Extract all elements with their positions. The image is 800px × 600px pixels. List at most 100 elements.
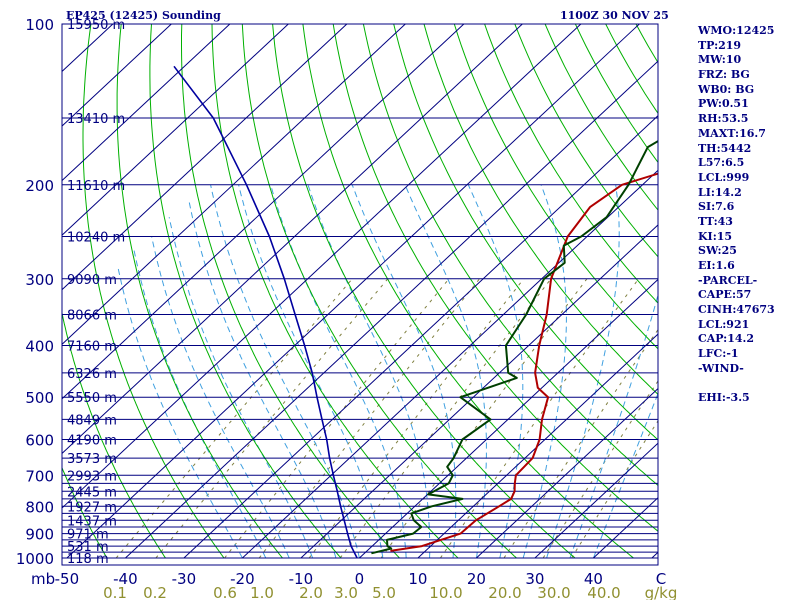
- moist-adiabat-line: [569, 293, 658, 559]
- moist-adiabat-line: [351, 184, 457, 559]
- plot-frame: [61, 23, 659, 566]
- index-line: CAPE:57: [698, 288, 752, 302]
- pressure-unit-label: mb: [31, 570, 55, 588]
- index-line: SW:25: [698, 244, 737, 258]
- dry-adiabat-line: [423, 24, 658, 396]
- mixing-ratio-line: [308, 278, 525, 559]
- isotherms: [62, 24, 658, 559]
- isotherm-line: [62, 24, 172, 127]
- mixing-ratio-label: g/kg: [645, 584, 678, 600]
- index-line: MW:10: [698, 53, 742, 67]
- height-labels: 15950 m 13410 m 11610 m 10240 m 9090 m 8066 m…: [67, 18, 125, 567]
- temperature-tick-label: -40: [113, 570, 138, 588]
- height-label: 531 m: [67, 540, 109, 555]
- mixing-ratio-label: 1.0: [250, 584, 274, 600]
- height-label: 4190 m: [67, 434, 117, 449]
- isotherm-line: [62, 24, 582, 509]
- height-label: 13410 m: [67, 112, 125, 127]
- pressure-tick-label: 600: [25, 432, 54, 450]
- height-label: 3573 m: [67, 452, 117, 467]
- parcel-profile: [173, 65, 358, 559]
- mixing-ratio-line: [115, 278, 353, 559]
- moist-adiabat-line: [270, 184, 407, 559]
- mixing-ratio-label: 2.0: [299, 584, 323, 600]
- isotherm-line: [66, 24, 640, 559]
- mixing-ratio-label: 0.1: [103, 584, 127, 600]
- pressure-tick-label: 1000: [16, 550, 54, 568]
- temperature-tick-label: -30: [172, 570, 197, 588]
- temperature-tick-label: 20: [467, 570, 486, 588]
- height-label: 1927 m: [67, 500, 117, 515]
- height-label: 10240 m: [67, 230, 125, 245]
- isotherm-line: [62, 24, 465, 400]
- mixing-ratio-label: 40.0: [587, 584, 620, 600]
- pressure-tick-label: 100: [25, 16, 54, 34]
- dry-adiabats: [62, 24, 658, 559]
- isotherm-line: [242, 169, 658, 559]
- mixing-ratio-label: 0.6: [213, 584, 237, 600]
- dry-adiabat-line: [181, 24, 400, 559]
- dry-adiabat-line: [453, 24, 658, 350]
- height-label: 6326 m: [67, 367, 117, 382]
- mixing-ratio-label: 3.0: [334, 584, 358, 600]
- index-line: LCL:999: [698, 170, 750, 184]
- pressure-tick-label: 300: [25, 271, 54, 289]
- isobars: [62, 24, 658, 559]
- height-label: 8066 m: [67, 309, 117, 324]
- moist-adiabat-line: [210, 184, 360, 559]
- height-label: 9090 m: [67, 273, 117, 288]
- moist-adiabat-line: [117, 266, 243, 559]
- pressure-tick-label: 200: [25, 177, 54, 195]
- dewpoint-profile: [371, 139, 658, 555]
- mixing-ratio-label: 20.0: [488, 584, 521, 600]
- index-line: WMO:12425: [698, 24, 775, 37]
- mixing-ratio-label: 30.0: [537, 584, 570, 600]
- isotherm-line: [359, 278, 658, 559]
- dry-adiabat-line: [484, 24, 658, 304]
- isotherm-line: [476, 387, 658, 559]
- pressure-tick-label: 700: [25, 467, 54, 485]
- mixing-ratio-line: [224, 278, 450, 559]
- temperature-tick-label: -20: [230, 570, 255, 588]
- index-line: WB0: BG: [698, 82, 755, 96]
- mixing-ratio-line: [571, 420, 658, 559]
- dry-adiabat-line: [332, 24, 658, 532]
- dry-adiabat-line: [514, 24, 658, 258]
- index-line: PW:0.51: [698, 97, 749, 111]
- dry-adiabat-line: [393, 24, 658, 441]
- isotherm-line: [183, 115, 658, 559]
- isotherm-line: [534, 442, 658, 559]
- temperature-tick-label: 40: [584, 570, 603, 588]
- index-line: KI:15: [698, 229, 733, 243]
- isotherm-line: [62, 24, 289, 236]
- height-label: 1437 m: [67, 514, 117, 529]
- index-line: FRZ: BG: [698, 68, 750, 82]
- isotherm-line: [62, 24, 523, 455]
- temperature-axis-labels: mb -50 -40 -30 -20 -10 0 10 20 30 40 C: [31, 570, 666, 588]
- temperature-tick-label: 0: [355, 570, 365, 588]
- height-label: 118 m: [67, 552, 109, 567]
- isotherm-line: [125, 60, 658, 559]
- pressure-tick-label: 900: [25, 526, 54, 544]
- sounding-series: [173, 65, 658, 559]
- dry-adiabat-line: [149, 24, 342, 559]
- moist-adiabat-line: [307, 184, 431, 558]
- mixing-ratio-line: [503, 328, 658, 559]
- height-label: 15950 m: [67, 18, 125, 33]
- index-line: RH:53.5: [698, 112, 749, 126]
- pressure-tick-label: 500: [25, 389, 54, 407]
- index-line: LCL:921: [698, 317, 750, 331]
- pressure-tick-label: 800: [25, 498, 54, 516]
- plot-area: [62, 24, 658, 559]
- moist-adiabat-line: [133, 249, 267, 559]
- height-label: 2993 m: [67, 469, 117, 484]
- mixing-ratio-label: 10.0: [429, 584, 462, 600]
- index-line: EI:1.6: [698, 259, 735, 272]
- dry-adiabat-line: [272, 24, 576, 559]
- index-line: TT:43: [698, 214, 733, 228]
- index-line: TP:219: [698, 38, 742, 52]
- index-line: TH:5442: [698, 141, 752, 155]
- height-label: 971 m: [67, 528, 109, 543]
- pressure-axis-labels: 100 200 300 400 500 600 700 800 900 1000: [16, 16, 54, 568]
- stability-indices-panel: WMO:12425 TP:219 MW:10 FRZ: BG WB0: BG PW:0.5…: [698, 24, 798, 406]
